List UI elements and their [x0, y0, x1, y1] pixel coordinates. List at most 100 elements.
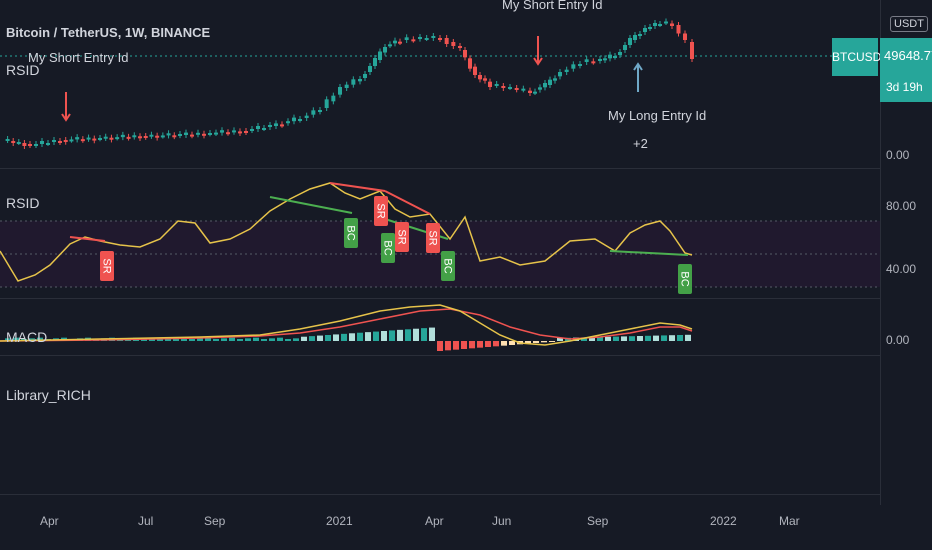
- rsi-axis-tick: 80.00: [886, 199, 917, 213]
- candle-body: [132, 135, 137, 138]
- macd-histogram-bar: [221, 338, 227, 341]
- rsi-pane[interactable]: [0, 169, 880, 298]
- macd-histogram-bar: [453, 341, 459, 350]
- price-pane[interactable]: [0, 0, 880, 168]
- candle-body: [358, 79, 362, 82]
- candle-body: [11, 141, 16, 143]
- candle-body: [160, 135, 165, 138]
- price-axis-tick: 0.00: [886, 148, 910, 162]
- candle-body: [488, 81, 492, 87]
- candle-body: [463, 50, 467, 58]
- candle-body: [351, 79, 356, 85]
- candle-body: [34, 144, 38, 146]
- candle-body: [521, 88, 526, 91]
- macd-histogram-bar: [165, 339, 171, 341]
- candle-body: [690, 42, 694, 59]
- candle-body: [538, 87, 542, 90]
- macd-histogram-bar: [445, 341, 451, 351]
- long-entry-label: My Long Entry Id: [608, 108, 707, 123]
- candle-body: [80, 139, 85, 142]
- candle-body: [424, 38, 429, 40]
- candle-body: [331, 95, 336, 102]
- macd-histogram-bar: [405, 329, 411, 341]
- candle-body: [232, 130, 236, 133]
- bc-signal: BC: [344, 218, 358, 248]
- candle-body: [298, 119, 302, 121]
- candle-body: [676, 25, 681, 34]
- macd-histogram-bar: [197, 338, 203, 341]
- macd-histogram-bar: [637, 336, 643, 341]
- macd-label[interactable]: MACD: [6, 329, 48, 345]
- macd-histogram-bar: [325, 335, 331, 341]
- macd-histogram-bar: [549, 341, 555, 342]
- candle-body: [46, 143, 50, 145]
- short-entry-label: My Short Entry Id: [28, 50, 129, 65]
- candle-body: [184, 132, 188, 135]
- candle-body: [653, 23, 657, 26]
- candle-body: [393, 40, 397, 44]
- candle-body: [633, 35, 637, 40]
- macd-histogram-bar: [477, 341, 483, 348]
- macd-histogram-bar: [413, 328, 419, 341]
- pane-separator[interactable]: [0, 355, 932, 356]
- candle-body: [478, 75, 482, 80]
- macd-histogram-bar: [285, 339, 291, 341]
- macd-pane[interactable]: [0, 299, 880, 355]
- macd-histogram-bar: [397, 329, 403, 341]
- macd-histogram-bar: [357, 332, 363, 341]
- pane-separator[interactable]: [0, 298, 932, 299]
- candle-body: [292, 117, 296, 122]
- macd-histogram-bar: [493, 341, 499, 347]
- candle-body: [268, 125, 272, 127]
- macd-histogram-bar: [213, 339, 219, 341]
- pane-separator[interactable]: [0, 494, 932, 495]
- candle-body: [172, 135, 177, 138]
- symbol-title[interactable]: Bitcoin / TetherUS, 1W, BINANCE: [6, 25, 211, 40]
- candle-body: [598, 59, 602, 61]
- macd-histogram-bar: [277, 337, 283, 341]
- macd-histogram-bar: [485, 341, 491, 347]
- candle-body: [208, 133, 212, 135]
- candle-body: [143, 136, 148, 138]
- ticker-badge: BTCUSDT: [832, 38, 889, 76]
- candle-body: [508, 87, 512, 89]
- macd-histogram-bar: [613, 336, 619, 341]
- macd-histogram-bar: [141, 339, 147, 341]
- sr-signal: SR: [374, 196, 388, 226]
- rsi-label[interactable]: RSID: [6, 195, 40, 211]
- candle-body: [311, 110, 316, 115]
- time-label: 2021: [326, 514, 353, 528]
- candle-body: [92, 138, 97, 141]
- candle-body: [648, 27, 652, 29]
- candle-body: [603, 58, 607, 61]
- candle-body: [543, 83, 547, 88]
- currency-button[interactable]: USDT: [890, 16, 928, 32]
- macd-histogram-bar: [261, 339, 267, 341]
- price-indicator-label[interactable]: RSID: [6, 62, 40, 78]
- time-label: Mar: [779, 514, 800, 528]
- candle-body: [63, 140, 68, 142]
- candle-body: [250, 129, 254, 131]
- candle-body: [411, 39, 416, 42]
- rsi-line: [0, 182, 693, 282]
- price-chart[interactable]: [0, 0, 880, 168]
- macd-axis-tick: 0.00: [886, 333, 910, 347]
- rsi-axis-tick: 40.00: [886, 262, 917, 276]
- library-label[interactable]: Library_RICH: [6, 387, 91, 403]
- macd-histogram-bar: [317, 335, 323, 341]
- pane-separator[interactable]: [0, 168, 932, 169]
- candle-body: [494, 84, 499, 86]
- macd-chart[interactable]: [0, 299, 880, 355]
- candle-body: [398, 41, 402, 44]
- candle-body: [196, 132, 200, 135]
- candle-body: [262, 128, 266, 130]
- sr-signal: SR: [395, 222, 409, 252]
- macd-histogram-bar: [685, 334, 691, 341]
- library-pane[interactable]: [0, 356, 880, 494]
- macd-histogram-bar: [589, 337, 595, 341]
- bc-signal: BC: [381, 233, 395, 263]
- candle-body: [378, 51, 382, 60]
- rsi-chart[interactable]: [0, 169, 880, 298]
- candle-body: [126, 136, 131, 139]
- macd-histogram-bar: [581, 337, 587, 341]
